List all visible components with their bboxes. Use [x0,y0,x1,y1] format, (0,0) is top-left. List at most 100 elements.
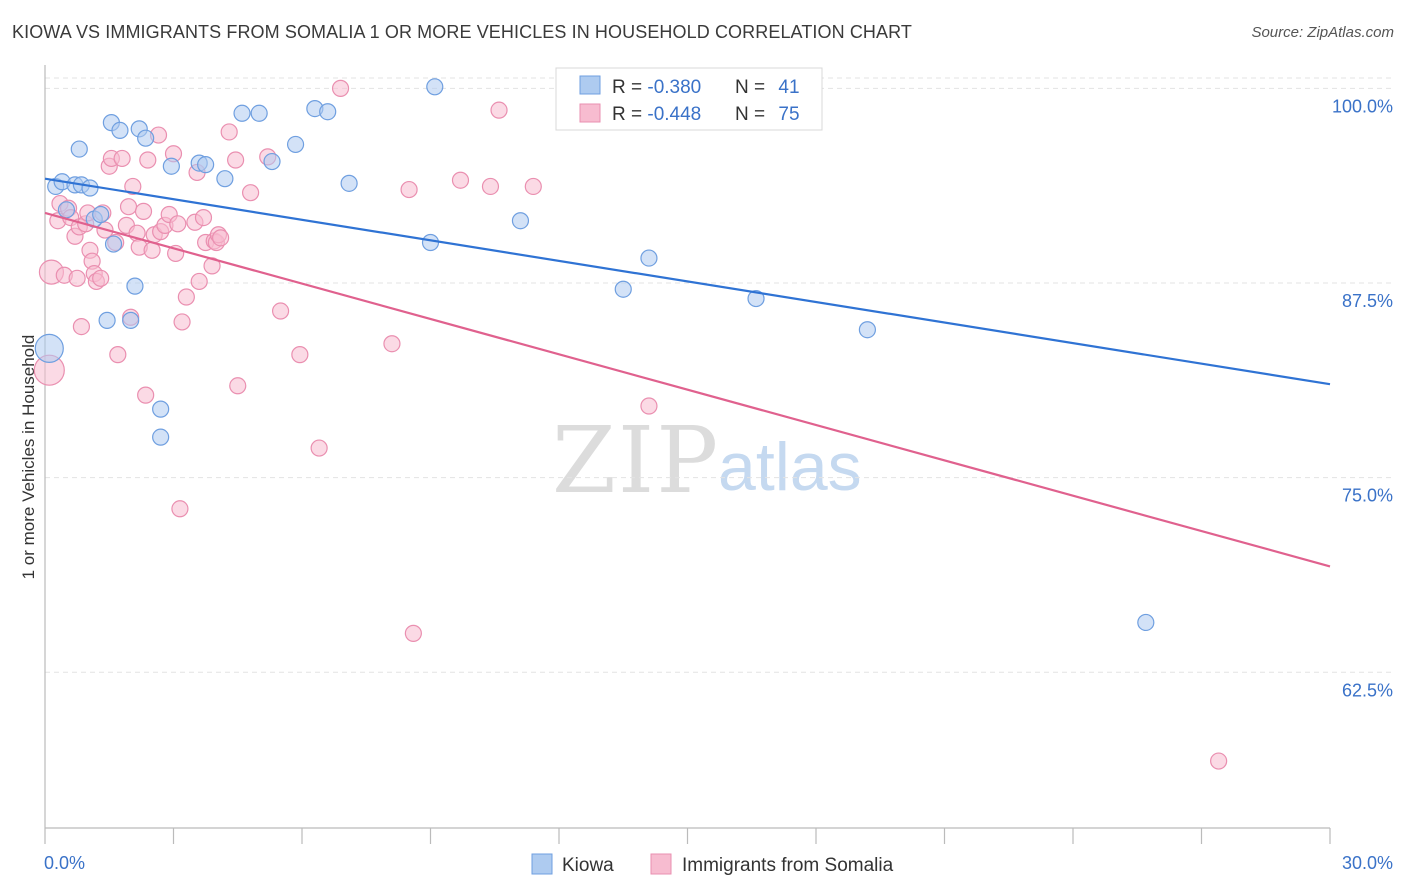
kiowa-point [747,289,765,308]
kiowa-point [92,205,110,224]
kiowa-r-label: R = [612,77,647,98]
kiowa-point [614,280,632,298]
kiowa-point [511,212,530,230]
somalia-point [194,209,213,227]
somalia-point [139,151,157,169]
kiowa-point [216,170,234,188]
gridlines [45,77,1392,673]
somalia-point [92,269,110,287]
kiowa-point [152,428,170,446]
legend-somalia-swatch [650,853,672,875]
y-axis-label: 1 or more Vehicles in Household [19,335,38,580]
somalia-point [1210,752,1228,770]
somalia-point [134,202,153,220]
somalia-point [291,346,309,364]
somalia-point [190,272,208,291]
somalia-point [220,123,238,141]
svg-text:N = 75: N = 75 [735,104,800,125]
stats-legend-box: R = -0.380 N = 41 R = -0.448 N = 75 [555,67,823,131]
kiowa-n-value: 41 [778,77,799,98]
x-tick-label: 0.0% [44,853,85,873]
somalia-point [331,79,350,97]
kiowa-point [250,104,268,122]
somalia-point [271,302,290,320]
kiowa-point [126,277,144,295]
y-tick-label: 87.5% [1342,291,1393,311]
svg-text:N = 41: N = 41 [735,77,800,98]
somalia-point [383,335,401,353]
somalia-point [169,215,187,233]
somalia-point [113,149,131,168]
somalia-point [119,198,138,216]
svg-text:R = -0.448: R = -0.448 [612,104,701,125]
watermark: ZIP atlas [552,407,862,514]
legend-somalia-label: Immigrants from Somalia [682,855,894,876]
somalia-point [404,624,422,642]
somalia-swatch [579,103,601,123]
kiowa-regression-line [44,177,1331,386]
y-tick-label: 75.0% [1342,486,1393,506]
kiowa-point [70,140,88,158]
somalia-point [109,346,127,364]
chart-title: KIOWA VS IMMIGRANTS FROM SOMALIA 1 OR MO… [12,22,912,42]
kiowa-point [340,174,358,192]
kiowa-point [122,311,140,329]
kiowa-point [319,103,337,121]
kiowa-point [162,157,180,175]
bottom-legend: Kiowa Immigrants from Somalia [531,853,894,876]
somalia-r-value: -0.448 [647,104,701,125]
kiowa-point [286,135,305,154]
kiowa-point [137,129,155,147]
somalia-point [212,229,230,247]
chart-source: Source: ZipAtlas.com [1251,24,1394,41]
series-kiowa [34,76,1155,632]
watermark-zip: ZIP [552,407,720,514]
y-tick-labels: 62.5% 75.0% 87.5% 100.0% [1332,96,1393,700]
somalia-regression-line [44,211,1331,568]
kiowa-point [421,233,440,252]
somalia-n-value: 75 [778,104,799,125]
somalia-point [227,151,245,169]
kiowa-point [426,78,444,96]
somalia-point [640,397,658,415]
kiowa-point [263,152,281,171]
somalia-point [310,439,328,457]
kiowa-n-label: N = [735,77,770,98]
kiowa-point [233,104,251,122]
somalia-point [451,171,470,189]
kiowa-point [152,400,170,418]
somalia-point [68,269,86,287]
somalia-point [137,386,155,404]
somalia-point [229,377,247,395]
kiowa-r-value: -0.380 [647,77,701,98]
somalia-point [400,180,418,199]
somalia-point [490,101,508,119]
somalia-point [177,288,195,306]
kiowa-point [111,121,129,139]
legend-kiowa-label: Kiowa [562,855,614,876]
kiowa-point [81,179,99,197]
legend-kiowa-swatch [531,853,553,875]
somalia-point [124,177,142,196]
kiowa-point [57,201,76,219]
somalia-r-label: R = [612,104,647,125]
axes [44,65,1331,844]
watermark-atlas: atlas [718,429,862,505]
kiowa-point [197,156,215,174]
x-tick-label: 30.0% [1342,853,1393,873]
kiowa-point [1137,613,1155,632]
kiowa-point [858,321,877,339]
somalia-point [173,313,191,331]
somalia-point [72,318,91,336]
somalia-n-label: N = [735,104,770,125]
somalia-point [481,177,500,196]
y-tick-label: 100.0% [1332,96,1393,116]
regression-lines [44,177,1331,568]
somalia-point [171,500,189,518]
kiowa-point [98,311,116,329]
kiowa-point [104,235,123,253]
kiowa-swatch [579,75,601,95]
y-tick-label: 62.5% [1342,680,1393,700]
somalia-point [524,177,542,196]
